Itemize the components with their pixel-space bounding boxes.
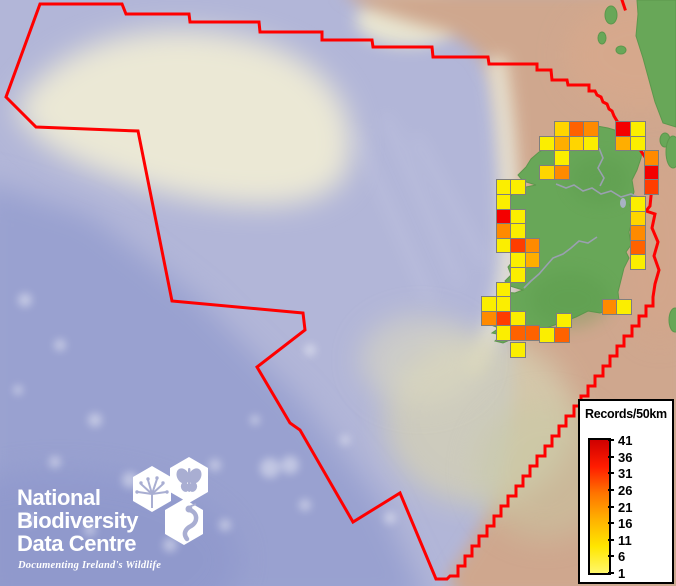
record-grid-cell — [510, 179, 526, 195]
record-grid-cell — [495, 325, 512, 341]
record-grid-cell — [495, 179, 512, 195]
record-grid-cell — [554, 121, 570, 137]
record-grid-cell — [630, 121, 646, 137]
record-grid-cell — [524, 252, 541, 268]
boundary-line — [4, 0, 661, 581]
record-grid-cell — [601, 299, 618, 315]
record-grid-cell — [510, 208, 526, 225]
legend-tick-label: 16 — [618, 516, 633, 532]
legend-tick-mark — [608, 488, 614, 491]
record-grid-cell — [495, 237, 512, 254]
ireland-relief-shade2 — [570, 156, 630, 204]
legend-tick-label: 6 — [618, 549, 626, 565]
legend-tick-mark — [608, 472, 614, 475]
goban-spur — [360, 315, 480, 405]
record-grid-cell — [554, 327, 570, 343]
legend-tick-label: 26 — [618, 482, 633, 498]
record-grid-cell — [510, 252, 526, 268]
record-grid-cell — [539, 164, 555, 181]
record-grid-cell — [539, 327, 555, 343]
record-grid-cell — [510, 267, 526, 283]
record-grid-cell — [510, 237, 526, 254]
record-grid-cell — [568, 135, 585, 152]
record-grid-cell — [568, 121, 585, 137]
record-grid-cell — [643, 164, 660, 181]
legend-tick-mark — [608, 538, 614, 541]
record-grid-cell — [615, 135, 631, 152]
legend-tick-label: 1 — [618, 566, 626, 581]
record-grid-cell — [630, 225, 646, 241]
record-grid-cell — [495, 194, 512, 210]
scotland-landmass — [597, 0, 676, 333]
record-grid-cell — [583, 121, 599, 137]
record-grid-cell — [630, 210, 646, 227]
record-grid-cell — [481, 310, 497, 327]
legend-tick-mark — [608, 555, 614, 558]
legend-title: Records/50km — [585, 407, 667, 421]
rockall-bank — [15, 29, 352, 206]
legend-tick-mark — [608, 455, 614, 458]
record-grid-cell — [495, 281, 512, 298]
record-grid-cell — [583, 135, 599, 152]
legend-box: Records/50km 41 36 31 26 21 16 11 6 1 — [578, 399, 674, 584]
record-grid-cell — [539, 135, 555, 152]
internal-borders — [523, 147, 641, 289]
record-grid-cell — [643, 179, 660, 195]
record-grid-cell — [643, 150, 660, 166]
legend-tick-mark — [608, 439, 614, 441]
record-grid-cell — [524, 325, 541, 341]
record-grid-cell — [554, 164, 570, 181]
record-grid-cell — [630, 254, 646, 270]
record-grid-cell — [615, 121, 631, 137]
record-grid-cell — [495, 310, 512, 327]
record-grid-cell — [524, 237, 541, 254]
legend-tick-label: 41 — [618, 433, 633, 448]
record-grid-cell — [630, 135, 646, 152]
coastal-lough — [620, 198, 626, 208]
record-grid-cell — [510, 310, 526, 327]
record-grid-cell — [556, 312, 572, 329]
trough-streaks — [351, 113, 489, 302]
ireland-relief-shade — [530, 272, 610, 328]
record-grid-cell — [495, 208, 512, 225]
legend-tick-label: 11 — [618, 532, 632, 548]
record-grid-cell — [495, 223, 512, 239]
legend-tick-mark — [608, 505, 614, 508]
legend-tick-label: 21 — [618, 499, 633, 515]
record-grid-cell — [554, 135, 570, 152]
record-grid-cell — [510, 325, 526, 341]
record-grid-cell — [510, 342, 526, 358]
record-grid-cell — [510, 223, 526, 239]
legend-tick-mark — [608, 522, 614, 525]
legend-tick-label: 31 — [618, 466, 633, 482]
legend-tick-label: 36 — [618, 449, 633, 465]
record-grid-cell — [495, 296, 512, 312]
record-grid-cell — [554, 150, 570, 166]
legend-tick-mark — [608, 572, 614, 574]
record-grid-cell — [630, 196, 646, 212]
record-grid-cell — [481, 296, 497, 312]
record-grid-cell — [616, 299, 632, 315]
record-grid-cell — [630, 239, 646, 256]
seamounts — [13, 293, 396, 552]
